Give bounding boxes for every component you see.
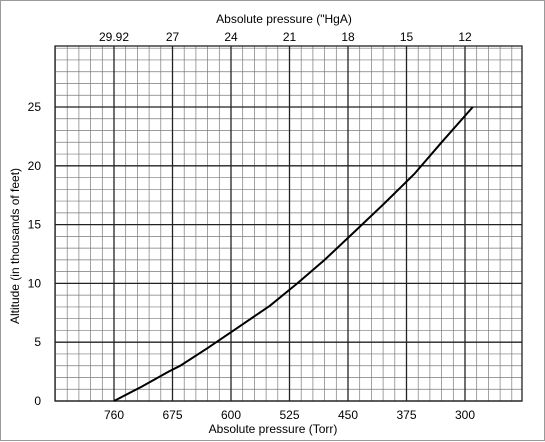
major-grid — [54, 45, 523, 402]
x-top-tick-label: 27 — [166, 30, 180, 44]
y-tick-label: 0 — [34, 394, 41, 408]
x-bottom-tick-label: 675 — [162, 408, 182, 422]
x-top-tick-label: 15 — [400, 30, 414, 44]
y-tick-label: 20 — [28, 159, 42, 173]
x-bottom-tick-label: 450 — [338, 408, 358, 422]
x-top-tick-label: 21 — [283, 30, 297, 44]
x-bottom-tick-label: 525 — [279, 408, 299, 422]
x-top-tick-label: 12 — [458, 30, 472, 44]
x-top-tick-label: 18 — [341, 30, 355, 44]
x-top-tick-label: 29.92 — [99, 30, 129, 44]
grid — [55, 46, 522, 402]
x-bottom-tick-label: 300 — [455, 408, 475, 422]
x-bottom-tick-label: 375 — [396, 408, 416, 422]
x-bottom-tick-label: 600 — [221, 408, 241, 422]
y-tick-label: 5 — [34, 335, 41, 349]
y-tick-label: 10 — [28, 276, 42, 290]
y-axis-title: Altitude (in thousands of feet) — [8, 168, 22, 324]
plot-border — [54, 45, 523, 402]
altitude-curve — [113, 106, 474, 402]
top-axis-title: Absolute pressure ("HgA) — [216, 12, 352, 26]
y-tick-label: 15 — [28, 218, 42, 232]
y-tick-label: 25 — [28, 100, 42, 114]
bottom-axis-title: Absolute pressure (Torr) — [209, 422, 338, 436]
x-bottom-tick-label: 760 — [104, 408, 124, 422]
x-top-tick-label: 24 — [224, 30, 238, 44]
